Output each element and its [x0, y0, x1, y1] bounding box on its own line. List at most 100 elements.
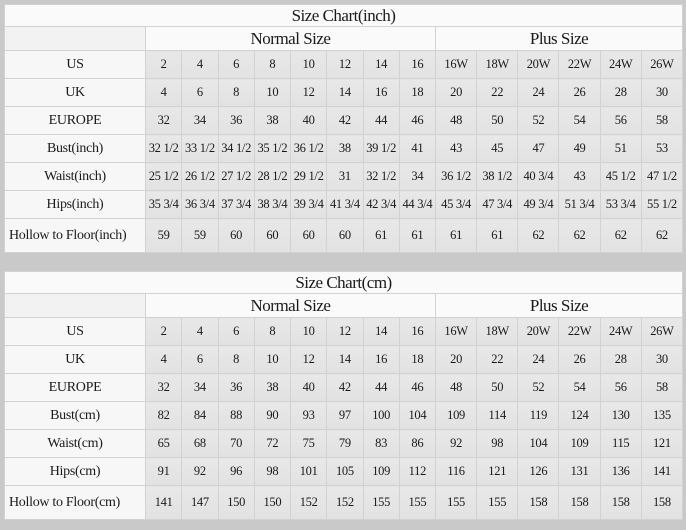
table-cell: 38 1/2	[476, 162, 519, 191]
table-cell: 28	[599, 345, 642, 374]
table-cell: 40	[289, 373, 328, 402]
table-cell: 26	[558, 345, 601, 374]
table-cell: 27 1/2	[217, 162, 255, 191]
table-cell: 121	[476, 457, 519, 486]
size-chart-cm: Size Chart(cm) Normal Size Plus Size US 2 4 6 8…	[3, 271, 684, 520]
table-cell: 54	[558, 373, 601, 402]
table-row: US 2 4 6 8 10 12 14 16 16W 18W 20W 22W 24W 26W	[4, 317, 684, 346]
table-cell: 41 3/4	[326, 190, 364, 219]
table-cell: 47	[517, 134, 560, 163]
table-cell: 24W	[599, 50, 642, 79]
table-cell: 36 1/2	[289, 134, 328, 163]
table-cell: 150	[217, 485, 255, 520]
table-cell: 36	[217, 106, 255, 135]
table-cell: 32 1/2	[362, 162, 400, 191]
table-cell: 26 1/2	[181, 162, 219, 191]
table-cell: 79	[326, 429, 364, 458]
table-cell: 51 3/4	[558, 190, 601, 219]
table-cell: 8	[217, 345, 255, 374]
table-cell: 70	[217, 429, 255, 458]
table-cell: 4	[181, 317, 219, 346]
table-cell: 16	[362, 345, 400, 374]
table-cell: 62	[558, 218, 601, 253]
table-cell: 6	[217, 50, 255, 79]
table-cell: 32	[144, 373, 183, 402]
table-cell: 2	[144, 317, 183, 346]
table-cell: 26W	[640, 50, 684, 79]
table-cell: 16W	[434, 317, 478, 346]
table-cell: 12	[289, 78, 328, 107]
table-cell: 158	[558, 485, 601, 520]
table-cell: 48	[434, 106, 478, 135]
table-cell: 61	[434, 218, 478, 253]
row-label: UK	[4, 345, 146, 374]
table-cell: 42	[326, 373, 364, 402]
table-cell: 24W	[599, 317, 642, 346]
size-table: Size Chart(inch) Normal Size Plus Size US 2 4…	[3, 4, 684, 253]
table-cell: 47 3/4	[476, 190, 519, 219]
table-cell: 18W	[476, 50, 519, 79]
table-cell: 44 3/4	[398, 190, 437, 219]
table-cell: 53	[640, 134, 684, 163]
table-cell: 38	[253, 373, 292, 402]
table-cell: 6	[181, 78, 219, 107]
row-label: Hips(inch)	[4, 190, 146, 219]
row-label: Hollow to Floor(cm)	[4, 485, 146, 520]
table-cell: 22W	[558, 317, 601, 346]
table-row: Hollow to Floor(inch) 59 59 60 60 60 60 61 61 61 6…	[4, 218, 684, 253]
table-cell: 55 1/2	[640, 190, 684, 219]
table-cell: 124	[558, 401, 601, 430]
chart-title: Size Chart(cm)	[3, 271, 684, 294]
table-cell: 4	[181, 50, 219, 79]
table-cell: 75	[289, 429, 328, 458]
table-row: Waist(inch) 25 1/2 26 1/2 27 1/2 28 1/2 29 1/…	[4, 162, 684, 191]
table-cell: 34	[181, 373, 219, 402]
table-cell: 147	[181, 485, 219, 520]
table-cell: 39 3/4	[289, 190, 328, 219]
table-cell: 30	[640, 78, 684, 107]
table-cell: 59	[181, 218, 219, 253]
table-cell: 22	[476, 345, 519, 374]
table-cell: 32	[144, 106, 183, 135]
table-cell: 33 1/2	[181, 134, 219, 163]
table-row: Bust(cm) 82 84 88 90 93 97 100 104 109 114 119 124 13…	[4, 401, 684, 430]
table-cell: 22W	[558, 50, 601, 79]
size-table: Size Chart(cm) Normal Size Plus Size US 2 4 6 8…	[3, 271, 684, 520]
table-cell: 42	[326, 106, 364, 135]
table-cell: 34 1/2	[217, 134, 255, 163]
table-cell: 40	[289, 106, 328, 135]
table-cell: 97	[326, 401, 364, 430]
table-row: EUROPE 32 34 36 38 40 42 44 46 48 50 52 54 56 58	[4, 106, 684, 135]
corner-cell	[4, 293, 146, 318]
table-cell: 121	[640, 429, 684, 458]
table-cell: 96	[217, 457, 255, 486]
table-cell: 109	[558, 429, 601, 458]
table-cell: 141	[640, 457, 684, 486]
table-row: Hips(inch) 35 3/4 36 3/4 37 3/4 38 3/4 39 3/4…	[4, 190, 684, 219]
table-cell: 32 1/2	[144, 134, 183, 163]
table-row: UK 4 6 8 10 12 14 16 18 20 22 24 26 28 30	[4, 78, 684, 107]
table-cell: 155	[476, 485, 519, 520]
table-cell: 8	[253, 317, 292, 346]
table-cell: 8	[253, 50, 292, 79]
table-cell: 40 3/4	[517, 162, 560, 191]
table-cell: 45	[476, 134, 519, 163]
table-cell: 155	[362, 485, 400, 520]
table-cell: 52	[517, 373, 560, 402]
table-cell: 59	[144, 218, 183, 253]
table-cell: 16	[398, 317, 437, 346]
table-cell: 18W	[476, 317, 519, 346]
table-cell: 105	[326, 457, 364, 486]
table-cell: 35 1/2	[253, 134, 292, 163]
table-cell: 58	[640, 106, 684, 135]
table-cell: 48	[434, 373, 478, 402]
table-row: UK 4 6 8 10 12 14 16 18 20 22 24 26 28 30	[4, 345, 684, 374]
table-row: Bust(inch) 32 1/2 33 1/2 34 1/2 35 1/2 36 1/2…	[4, 134, 684, 163]
table-cell: 56	[599, 373, 642, 402]
table-cell: 4	[144, 345, 183, 374]
table-row: Hollow to Floor(cm) 141 147 150 150 152 152 155…	[4, 485, 684, 520]
table-cell: 29 1/2	[289, 162, 328, 191]
table-cell: 20	[434, 78, 478, 107]
row-label: US	[4, 317, 146, 346]
table-cell: 47 1/2	[640, 162, 684, 191]
